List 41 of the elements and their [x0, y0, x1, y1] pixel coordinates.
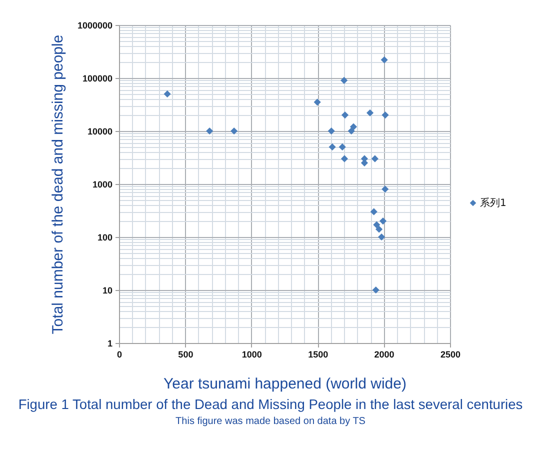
- x-tick-label: 1000: [242, 350, 262, 360]
- x-tick-label: 500: [178, 350, 194, 360]
- y-tick-label: 1000: [92, 180, 112, 190]
- point: [164, 90, 171, 98]
- x-tick-label: 0: [116, 350, 122, 360]
- point: [378, 233, 386, 241]
- point: [340, 76, 348, 84]
- x-tick-label: 2000: [374, 350, 394, 360]
- point: [371, 155, 378, 162]
- point: [350, 123, 358, 130]
- y-tick-label: 10: [102, 286, 112, 296]
- point: [376, 226, 383, 233]
- point: [338, 143, 346, 150]
- point: [328, 143, 336, 150]
- y-tick-label: 1: [107, 338, 112, 348]
- point: [206, 127, 214, 135]
- point: [341, 112, 349, 119]
- y-tick-label: 100: [97, 232, 112, 242]
- point: [230, 127, 238, 135]
- point: [372, 286, 380, 294]
- point: [380, 56, 388, 64]
- x-axis-title: Year tsunami happened (world wide): [164, 376, 406, 392]
- y-tick-label: 1000000: [77, 20, 112, 30]
- text: Figure 1 Total number of the Dead and Missing People in the last several centuries: [18, 397, 523, 412]
- x-tick-label: 1500: [308, 350, 328, 360]
- point: [382, 112, 389, 119]
- point: [348, 127, 355, 135]
- point: [382, 186, 389, 193]
- x-tick-label: 2500: [440, 350, 461, 360]
- point: [314, 98, 321, 106]
- y-axis-title: Total number of the dead and missing people: [50, 34, 66, 334]
- y-tick-label: 10000: [87, 126, 112, 136]
- text: This figure was made based on data by TS: [176, 416, 366, 427]
- legend-label: 系列1: [480, 197, 506, 209]
- point: [370, 208, 378, 216]
- y-tick-label: 100000: [82, 74, 112, 84]
- point: [373, 221, 380, 228]
- point: [328, 127, 335, 135]
- point: [379, 218, 387, 225]
- point: [366, 109, 374, 116]
- point: [340, 155, 348, 162]
